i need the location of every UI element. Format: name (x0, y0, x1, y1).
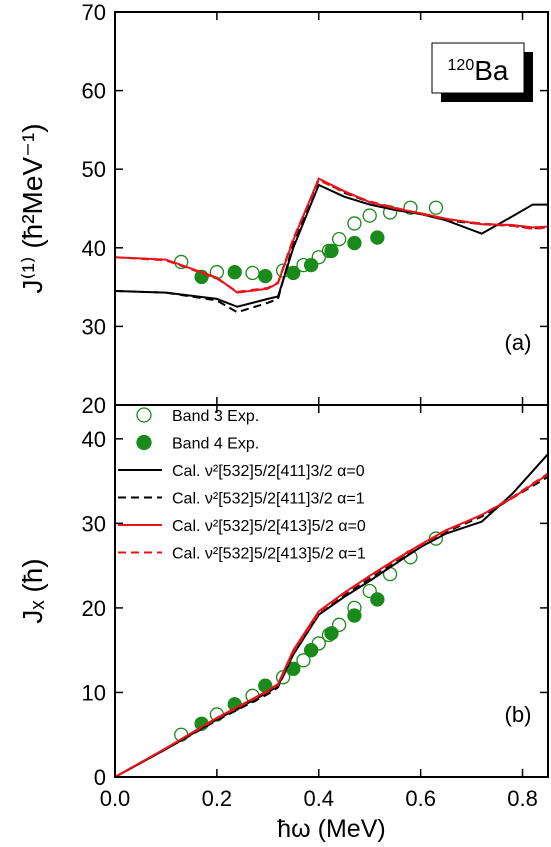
data-point (324, 626, 339, 641)
data-point (331, 617, 347, 632)
y-tick-label: 10 (82, 680, 106, 705)
data-point (370, 230, 385, 245)
x-tick-label: 0.6 (405, 786, 436, 811)
legend-marker (136, 434, 152, 451)
data-point (362, 208, 377, 223)
nucleus-label: 120Ba (448, 55, 509, 86)
data-point (311, 250, 326, 265)
data-point (347, 608, 362, 623)
legend-label: Cal. ν²[532]5/2[413]5/2 α=1 (172, 546, 366, 563)
y-tick-label: 20 (82, 393, 106, 418)
y-tick-label: 20 (82, 596, 106, 621)
x-axis-label: ħω (MeV) (277, 815, 385, 843)
y-axis-label: J⁽¹⁾ (ħ²MeV⁻¹) (17, 123, 48, 293)
data-point (403, 200, 418, 215)
series-line (114, 177, 548, 314)
data-point (286, 265, 301, 281)
data-point (324, 243, 339, 259)
x-tick-label: 0.8 (507, 786, 538, 811)
legend-label: Cal. ν²[532]5/2[413]5/2 α=0 (172, 518, 366, 535)
data-point (370, 592, 385, 607)
data-point (347, 235, 362, 251)
y-tick-label: 40 (82, 427, 106, 452)
series-line (114, 178, 549, 293)
y-tick-label: 30 (82, 314, 106, 339)
plot-frame (114, 404, 549, 778)
panel-label: (a) (505, 330, 532, 355)
data-point (331, 232, 347, 247)
y-tick-label: 70 (82, 0, 106, 25)
label-box (431, 42, 525, 94)
y-tick-label: 50 (82, 157, 106, 182)
mass-number: 120 (448, 57, 475, 74)
data-point (227, 265, 242, 280)
y-axis-label: Jₓ (ħ) (17, 558, 48, 623)
x-tick-label: 0.4 (303, 786, 334, 811)
legend-label: Cal. ν²[532]5/2[411]3/2 α=0 (172, 463, 365, 480)
legend-marker (136, 407, 152, 423)
element-symbol: Ba (474, 55, 509, 86)
legend-label: Cal. ν²[532]5/2[411]3/2 α=1 (172, 491, 365, 508)
legend-label: Band 3 Exp. (172, 408, 259, 425)
data-point (303, 643, 319, 658)
data-point (303, 257, 319, 273)
data-point (362, 583, 377, 599)
legend-label: Band 4 Exp. (172, 436, 259, 453)
y-tick-label: 0 (94, 765, 106, 790)
series-line (114, 177, 549, 294)
data-point (296, 653, 311, 668)
data-point (347, 216, 362, 231)
x-tick-label: 0.2 (202, 786, 233, 811)
series-line (114, 476, 549, 778)
series-line (114, 183, 548, 308)
panel-label: (b) (505, 702, 532, 727)
x-tick-label: 0.0 (100, 786, 131, 811)
series-line (114, 472, 549, 778)
y-tick-label: 60 (82, 79, 106, 104)
data-point (258, 268, 273, 284)
data-point (245, 265, 260, 281)
y-tick-label: 40 (82, 236, 106, 261)
data-point (428, 200, 444, 215)
y-tick-label: 30 (82, 511, 106, 536)
